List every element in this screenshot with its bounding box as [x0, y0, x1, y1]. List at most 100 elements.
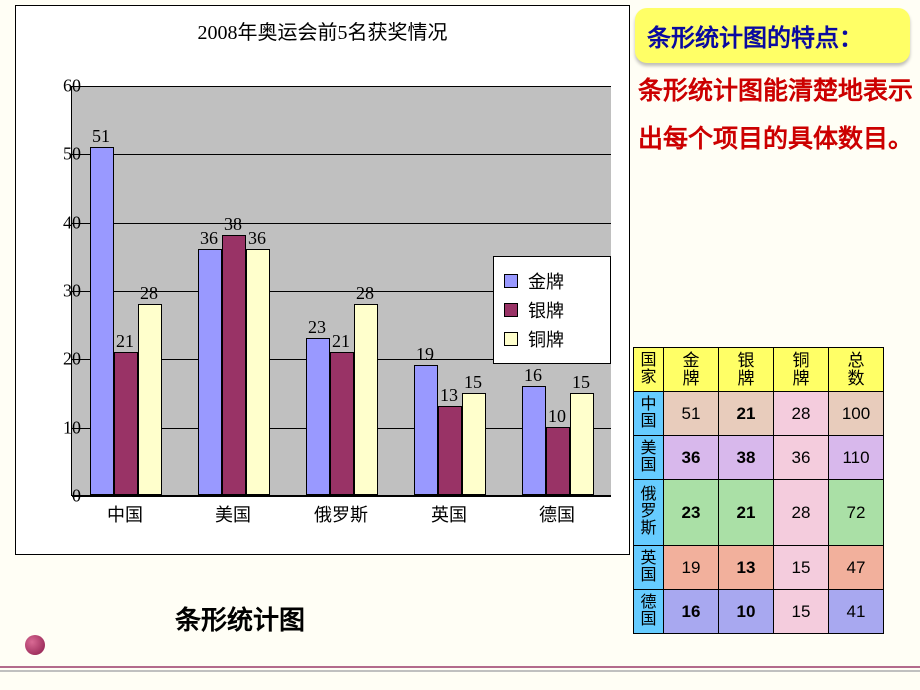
table-cell: 16: [664, 590, 719, 634]
gridline: [72, 496, 611, 497]
bar-value-label: 15: [572, 372, 590, 393]
table-cell: 110: [829, 436, 884, 480]
bar-value-label: 23: [308, 317, 326, 338]
y-axis-label: 40: [41, 212, 81, 233]
table-cell: 21: [719, 392, 774, 436]
table-cell: 36: [664, 436, 719, 480]
decor-dot: [25, 635, 45, 655]
bar: [522, 386, 546, 495]
row-header: 中国: [634, 392, 664, 436]
x-axis-label: 美国: [215, 501, 251, 527]
y-axis-label: 60: [41, 76, 81, 97]
gridline: [72, 86, 611, 87]
table-header: 国家: [634, 348, 664, 392]
bar: [138, 304, 162, 495]
bar-value-label: 21: [116, 331, 134, 352]
x-axis-label: 俄罗斯: [314, 501, 368, 527]
decor-line-2: [0, 670, 920, 672]
chart-title: 2008年奥运会前5名获奖情况: [16, 6, 629, 51]
bar: [114, 352, 138, 496]
table-cell: 28: [774, 480, 829, 546]
table-row: 英国19131547: [634, 546, 884, 590]
legend-item: 银牌: [504, 297, 600, 323]
table-row: 美国363836110: [634, 436, 884, 480]
legend-swatch: [504, 303, 518, 317]
bar: [462, 393, 486, 496]
decor-line-1: [0, 666, 920, 668]
bar-value-label: 36: [248, 228, 266, 249]
bar-value-label: 16: [524, 365, 542, 386]
row-header: 美国: [634, 436, 664, 480]
bar: [306, 338, 330, 495]
table-row: 俄罗斯23212872: [634, 480, 884, 546]
table-header: 铜牌: [774, 348, 829, 392]
table-header: 总数: [829, 348, 884, 392]
table-cell: 38: [719, 436, 774, 480]
y-axis-label: 10: [41, 417, 81, 438]
table-cell: 23: [664, 480, 719, 546]
bar-value-label: 10: [548, 406, 566, 427]
legend-label: 银牌: [528, 297, 564, 323]
y-axis-label: 20: [41, 349, 81, 370]
bar-value-label: 19: [416, 344, 434, 365]
y-axis-label: 30: [41, 281, 81, 302]
subtitle: 条形统计图: [175, 600, 305, 637]
table-row: 中国512128100: [634, 392, 884, 436]
table-cell: 15: [774, 546, 829, 590]
table-cell: 21: [719, 480, 774, 546]
row-header: 俄罗斯: [634, 480, 664, 546]
bar-value-label: 28: [140, 283, 158, 304]
bar: [246, 249, 270, 495]
bar-value-label: 28: [356, 283, 374, 304]
table-cell: 15: [774, 590, 829, 634]
row-header: 英国: [634, 546, 664, 590]
table-cell: 47: [829, 546, 884, 590]
x-axis-label: 中国: [107, 501, 143, 527]
bar: [546, 427, 570, 495]
legend-swatch: [504, 332, 518, 346]
bar: [330, 352, 354, 496]
legend-swatch: [504, 274, 518, 288]
bar: [438, 406, 462, 495]
table-cell: 100: [829, 392, 884, 436]
table-cell: 10: [719, 590, 774, 634]
legend-item: 金牌: [504, 268, 600, 294]
legend-label: 金牌: [528, 268, 564, 294]
row-header: 德国: [634, 590, 664, 634]
bar: [222, 235, 246, 495]
table-cell: 19: [664, 546, 719, 590]
gridline: [72, 223, 611, 224]
chart-container: 2008年奥运会前5名获奖情况 0 10 20 30 40 50 60 51 21 28 中国 36 3…: [15, 5, 630, 555]
legend-item: 铜牌: [504, 326, 600, 352]
table-row: 德国16101541: [634, 590, 884, 634]
y-axis-label: 50: [41, 144, 81, 165]
bar-value-label: 13: [440, 385, 458, 406]
table-cell: 36: [774, 436, 829, 480]
legend: 金牌银牌铜牌: [493, 256, 611, 364]
bar-value-label: 51: [92, 126, 110, 147]
y-axis-label: 0: [41, 486, 81, 507]
callout-heading: 条形统计图的特点：: [635, 8, 910, 63]
table-cell: 41: [829, 590, 884, 634]
table-cell: 51: [664, 392, 719, 436]
bar-value-label: 21: [332, 331, 350, 352]
table-cell: 13: [719, 546, 774, 590]
bar: [354, 304, 378, 495]
x-axis-label: 德国: [539, 501, 575, 527]
bar: [198, 249, 222, 495]
x-axis-label: 英国: [431, 501, 467, 527]
table-cell: 72: [829, 480, 884, 546]
bar: [414, 365, 438, 495]
table-cell: 28: [774, 392, 829, 436]
bar: [90, 147, 114, 496]
gridline: [72, 154, 611, 155]
legend-label: 铜牌: [528, 326, 564, 352]
bar-value-label: 36: [200, 228, 218, 249]
medal-table: 国家金牌银牌铜牌总数中国512128100美国363836110俄罗斯23212…: [633, 347, 884, 634]
callout-body: 条形统计图能清楚地表示出每个项目的具体数目。: [638, 68, 913, 163]
table-header: 金牌: [664, 348, 719, 392]
table-header: 银牌: [719, 348, 774, 392]
bar: [570, 393, 594, 496]
bar-value-label: 15: [464, 372, 482, 393]
bar-value-label: 38: [224, 214, 242, 235]
